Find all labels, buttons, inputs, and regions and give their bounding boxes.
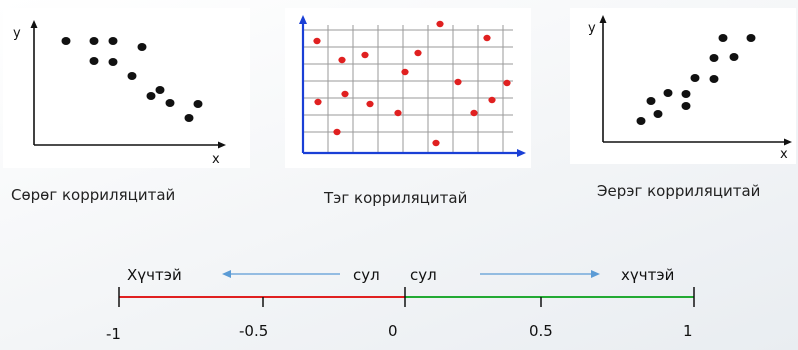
negative-dot [89, 57, 99, 65]
scale-ticks [118, 287, 695, 307]
zero-dot [503, 79, 511, 87]
positive-dot [681, 102, 691, 110]
zero-dot [361, 51, 369, 59]
positive-dot [709, 54, 719, 62]
zero-dot [333, 128, 341, 136]
positive-dot [729, 53, 739, 61]
label-strong-left: Хүчтэй [127, 266, 182, 284]
negative-dot [89, 37, 99, 45]
positive-dot [690, 74, 700, 82]
zero-dot [338, 56, 346, 64]
zero-dot [314, 98, 322, 106]
positive-y-label: y [588, 21, 596, 36]
negative-dot [193, 100, 203, 108]
zero-dot [483, 34, 491, 42]
negative-dot [184, 114, 194, 122]
tick-label-neg05: -0.5 [239, 322, 268, 340]
positive-caption: Эерэг корриляцитай [597, 182, 761, 200]
positive-dot [718, 34, 728, 42]
tick-label-05: 0.5 [529, 322, 553, 340]
negative-caption: Сөрөг корриляцитай [11, 186, 176, 204]
positive-dot [681, 90, 691, 98]
arrow-right-icon [480, 270, 600, 278]
positive-dot [636, 117, 646, 125]
zero-dot [401, 68, 409, 76]
zero-dot [470, 109, 478, 117]
positive-axes [599, 15, 792, 146]
negative-dot [146, 92, 156, 100]
zero-dot [313, 37, 321, 45]
zero-caption: Тэг корриляцитай [324, 189, 468, 207]
zero-dot [488, 96, 496, 104]
negative-x-label: x [212, 152, 220, 167]
tick-label-0: 0 [388, 322, 398, 340]
zero-correlation-plot [285, 8, 531, 168]
negative-dot [127, 72, 137, 80]
positive-x-label: x [780, 147, 788, 162]
label-weak-left: сул [353, 266, 380, 284]
label-strong-right: хүчтэй [621, 266, 674, 284]
zero-dot [341, 90, 349, 98]
positive-dots [636, 34, 756, 125]
zero-dot [454, 78, 462, 86]
zero-dot [436, 20, 444, 28]
negative-y-label: y [13, 26, 21, 41]
zero-dot [366, 100, 374, 108]
zero-dots [313, 20, 511, 147]
zero-dot [432, 139, 440, 147]
positive-dot [709, 75, 719, 83]
negative-axes [30, 20, 226, 149]
negative-correlation-plot [3, 8, 250, 168]
tick-label-neg1: -1 [106, 325, 121, 343]
positive-dot [746, 34, 756, 42]
negative-dot [165, 99, 175, 107]
negative-dot [137, 43, 147, 51]
label-weak-right: сул [410, 266, 437, 284]
negative-dots [61, 37, 203, 122]
zero-dot [414, 49, 422, 57]
negative-dot [155, 86, 165, 94]
negative-dot [61, 37, 71, 45]
arrow-left-icon [222, 270, 340, 278]
positive-correlation-plot [570, 8, 796, 164]
positive-dot [663, 89, 673, 97]
zero-dot [394, 109, 402, 117]
positive-dot [653, 110, 663, 118]
tick-label-1: 1 [683, 322, 693, 340]
positive-dot [646, 97, 656, 105]
zero-axes [299, 15, 526, 157]
negative-dot [108, 37, 118, 45]
negative-dot [108, 58, 118, 66]
